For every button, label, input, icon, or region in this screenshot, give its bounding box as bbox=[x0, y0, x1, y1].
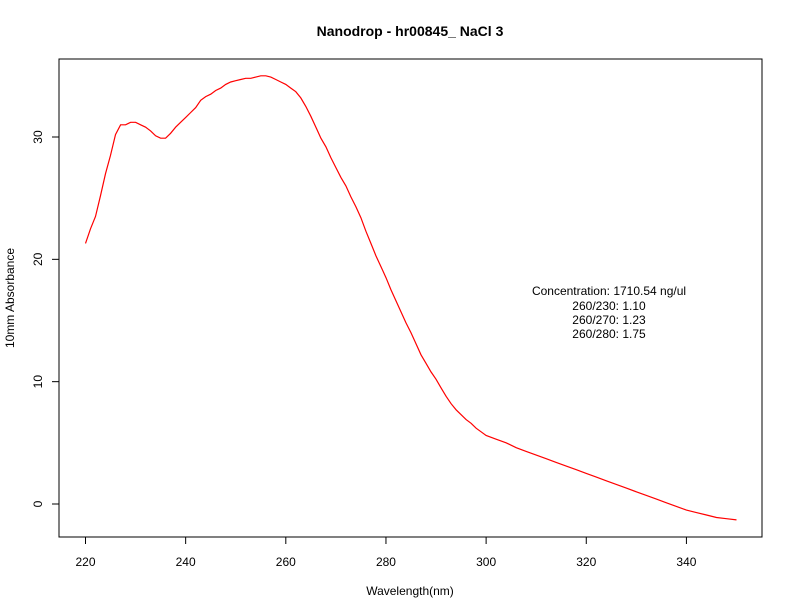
x-tick-label: 260 bbox=[276, 555, 296, 569]
absorbance-series-line bbox=[84, 75, 737, 521]
plot-frame bbox=[58, 58, 763, 538]
y-tick-label: 10 bbox=[31, 375, 45, 389]
stats-annotation: Concentration: 1710.54 ng/ul 260/230: 1.… bbox=[532, 284, 686, 341]
x-tick-label: 220 bbox=[75, 555, 95, 569]
x-tick-label: 340 bbox=[676, 555, 696, 569]
x-tick-label: 320 bbox=[576, 555, 596, 569]
ratio-260-270-label: 260/270: 1.23 bbox=[572, 313, 646, 327]
y-axis: 0 10 20 30 bbox=[31, 130, 59, 507]
y-tick-label: 30 bbox=[31, 130, 45, 144]
x-axis-label: Wavelength(nm) bbox=[366, 584, 454, 598]
x-tick-label: 240 bbox=[176, 555, 196, 569]
y-tick-label: 20 bbox=[31, 252, 45, 266]
y-tick-label: 0 bbox=[31, 500, 45, 507]
chart-title: Nanodrop - hr00845_ NaCl 3 bbox=[317, 23, 504, 39]
x-tick-label: 300 bbox=[476, 555, 496, 569]
ratio-260-280-label: 260/280: 1.75 bbox=[572, 327, 646, 341]
y-axis-label: 10mm Absorbance bbox=[3, 248, 17, 348]
x-axis: 220 240 260 280 300 320 340 bbox=[75, 537, 697, 569]
ratio-260-230-label: 260/230: 1.10 bbox=[572, 299, 646, 313]
concentration-label: Concentration: 1710.54 ng/ul bbox=[532, 284, 686, 298]
x-tick-label: 280 bbox=[376, 555, 396, 569]
